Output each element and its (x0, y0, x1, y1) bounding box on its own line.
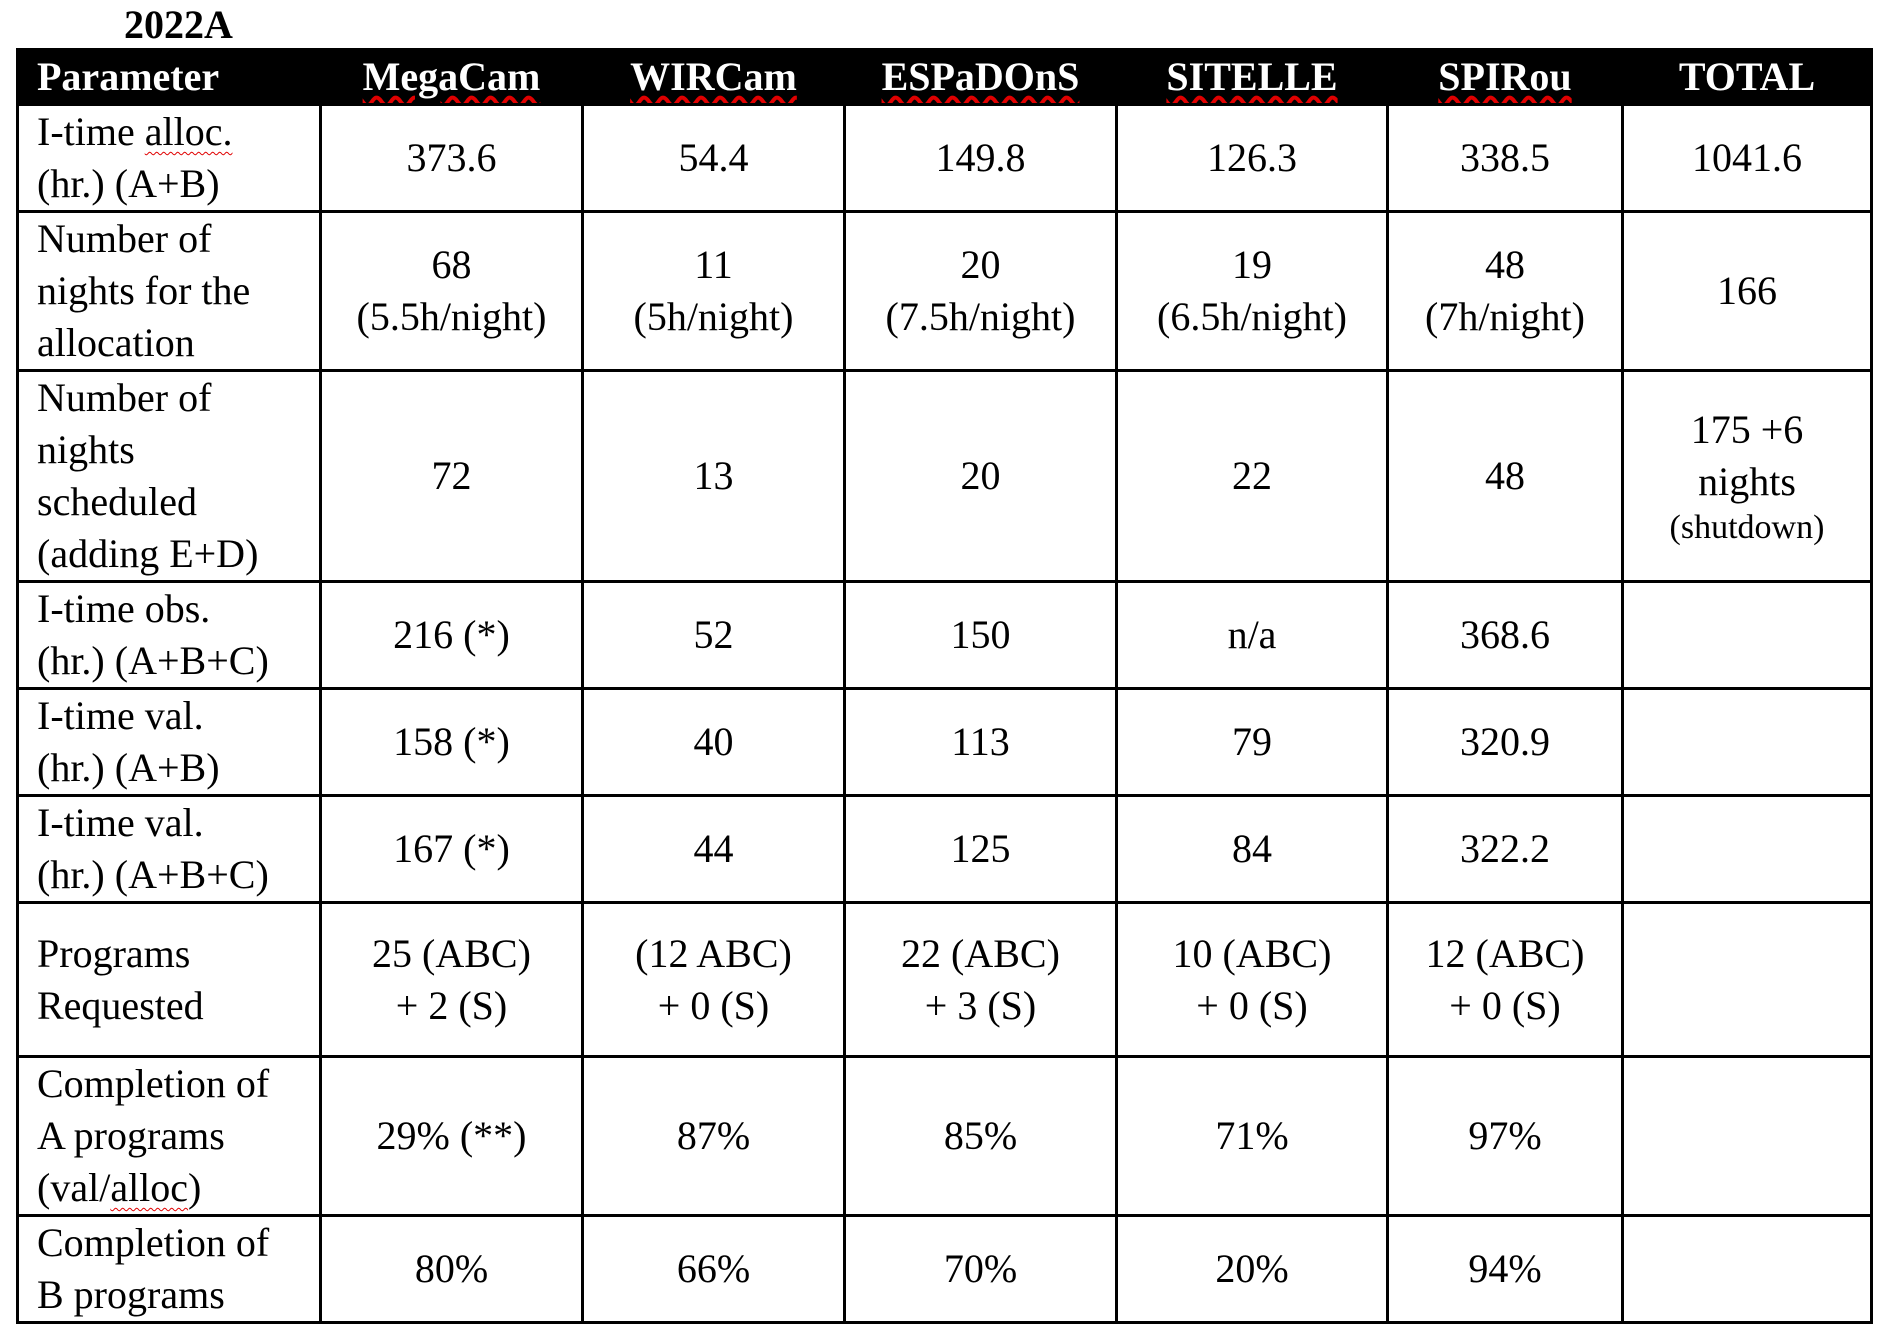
header-wircam: WIRCam (581, 48, 846, 106)
header-megacam: MegaCam (319, 48, 584, 106)
table-row: Number of nights scheduled (adding E+D) … (16, 369, 1873, 583)
cell-spirou: 94% (1386, 1214, 1624, 1324)
cell-total (1621, 580, 1873, 690)
cell-total (1621, 901, 1873, 1058)
table-row: Number of nights for the allocation 68 (… (16, 210, 1873, 372)
table-row: Programs Requested 25 (ABC) + 2 (S) (12 … (16, 901, 1873, 1058)
cell-espadons: 125 (843, 794, 1118, 904)
cell-spirou: 322.2 (1386, 794, 1624, 904)
table-row: Completion of A programs (val/alloc) 29%… (16, 1055, 1873, 1217)
cell-spirou: 320.9 (1386, 687, 1624, 797)
cell-wircam: 40 (581, 687, 846, 797)
cell-sitelle: n/a (1115, 580, 1389, 690)
cell-sitelle: 79 (1115, 687, 1389, 797)
cell-espadons: 22 (ABC) + 3 (S) (843, 901, 1118, 1058)
cell-total (1621, 687, 1873, 797)
cell-espadons: 149.8 (843, 103, 1118, 213)
cell-sitelle: 71% (1115, 1055, 1389, 1217)
table-row: I-time val. (hr.) (A+B) 158 (*) 40 113 7… (16, 687, 1873, 797)
cell-megacam: 80% (319, 1214, 584, 1324)
semester-title: 2022A (124, 2, 233, 47)
cell-megacam: 72 (319, 369, 584, 583)
cell-megacam: 25 (ABC) + 2 (S) (319, 901, 584, 1058)
row-label: Completion of A programs (val/alloc) (16, 1055, 322, 1217)
cell-wircam: 52 (581, 580, 846, 690)
header-row: Parameter MegaCam WIRCam ESPaDOnS SITELL… (16, 48, 1873, 106)
header-total: TOTAL (1621, 48, 1873, 106)
cell-spirou: 48 (7h/night) (1386, 210, 1624, 372)
cell-spirou: 48 (1386, 369, 1624, 583)
header-espadons: ESPaDOnS (843, 48, 1118, 106)
cell-wircam: 66% (581, 1214, 846, 1324)
cell-spirou: 12 (ABC) + 0 (S) (1386, 901, 1624, 1058)
cell-espadons: 150 (843, 580, 1118, 690)
cell-total: 166 (1621, 210, 1873, 372)
cell-sitelle: 126.3 (1115, 103, 1389, 213)
table-row: I-time alloc. (hr.) (A+B) 373.6 54.4 149… (16, 103, 1873, 213)
header-parameter: Parameter (16, 48, 322, 106)
cell-espadons: 70% (843, 1214, 1118, 1324)
cell-spirou: 338.5 (1386, 103, 1624, 213)
cell-total (1621, 1214, 1873, 1324)
table-row: I-time val. (hr.) (A+B+C) 167 (*) 44 125… (16, 794, 1873, 904)
cell-total: 1041.6 (1621, 103, 1873, 213)
row-label: I-time val. (hr.) (A+B) (16, 687, 322, 797)
header-spirou: SPIRou (1386, 48, 1624, 106)
cell-espadons: 20 (7.5h/night) (843, 210, 1118, 372)
cell-total (1621, 1055, 1873, 1217)
cell-wircam: 44 (581, 794, 846, 904)
row-label: Completion of B programs (16, 1214, 322, 1324)
cell-megacam: 158 (*) (319, 687, 584, 797)
cell-wircam: (12 ABC) + 0 (S) (581, 901, 846, 1058)
cell-megacam: 29% (**) (319, 1055, 584, 1217)
table-row: I-time obs. (hr.) (A+B+C) 216 (*) 52 150… (16, 580, 1873, 690)
cell-sitelle: 19 (6.5h/night) (1115, 210, 1389, 372)
cell-sitelle: 22 (1115, 369, 1389, 583)
row-label: Number of nights scheduled (adding E+D) (16, 369, 322, 583)
cell-megacam: 167 (*) (319, 794, 584, 904)
cell-spirou: 97% (1386, 1055, 1624, 1217)
cell-espadons: 20 (843, 369, 1118, 583)
row-label: I-time val. (hr.) (A+B+C) (16, 794, 322, 904)
cell-sitelle: 10 (ABC) + 0 (S) (1115, 901, 1389, 1058)
cell-megacam: 373.6 (319, 103, 584, 213)
cell-wircam: 54.4 (581, 103, 846, 213)
row-label: Number of nights for the allocation (16, 210, 322, 372)
row-label: Programs Requested (16, 901, 322, 1058)
instrument-stats-table: Parameter MegaCam WIRCam ESPaDOnS SITELL… (16, 48, 1873, 1324)
row-label: I-time obs. (hr.) (A+B+C) (16, 580, 322, 690)
cell-wircam: 11 (5h/night) (581, 210, 846, 372)
cell-espadons: 85% (843, 1055, 1118, 1217)
row-label: I-time alloc. (hr.) (A+B) (16, 103, 322, 213)
cell-spirou: 368.6 (1386, 580, 1624, 690)
header-sitelle: SITELLE (1115, 48, 1389, 106)
cell-espadons: 113 (843, 687, 1118, 797)
cell-sitelle: 20% (1115, 1214, 1389, 1324)
table-row: Completion of B programs 80% 66% 70% 20%… (16, 1214, 1873, 1324)
cell-wircam: 87% (581, 1055, 846, 1217)
cell-sitelle: 84 (1115, 794, 1389, 904)
cell-total (1621, 794, 1873, 904)
cell-megacam: 216 (*) (319, 580, 584, 690)
cell-megacam: 68 (5.5h/night) (319, 210, 584, 372)
cell-total: 175 +6 nights (shutdown) (1621, 369, 1873, 583)
cell-wircam: 13 (581, 369, 846, 583)
